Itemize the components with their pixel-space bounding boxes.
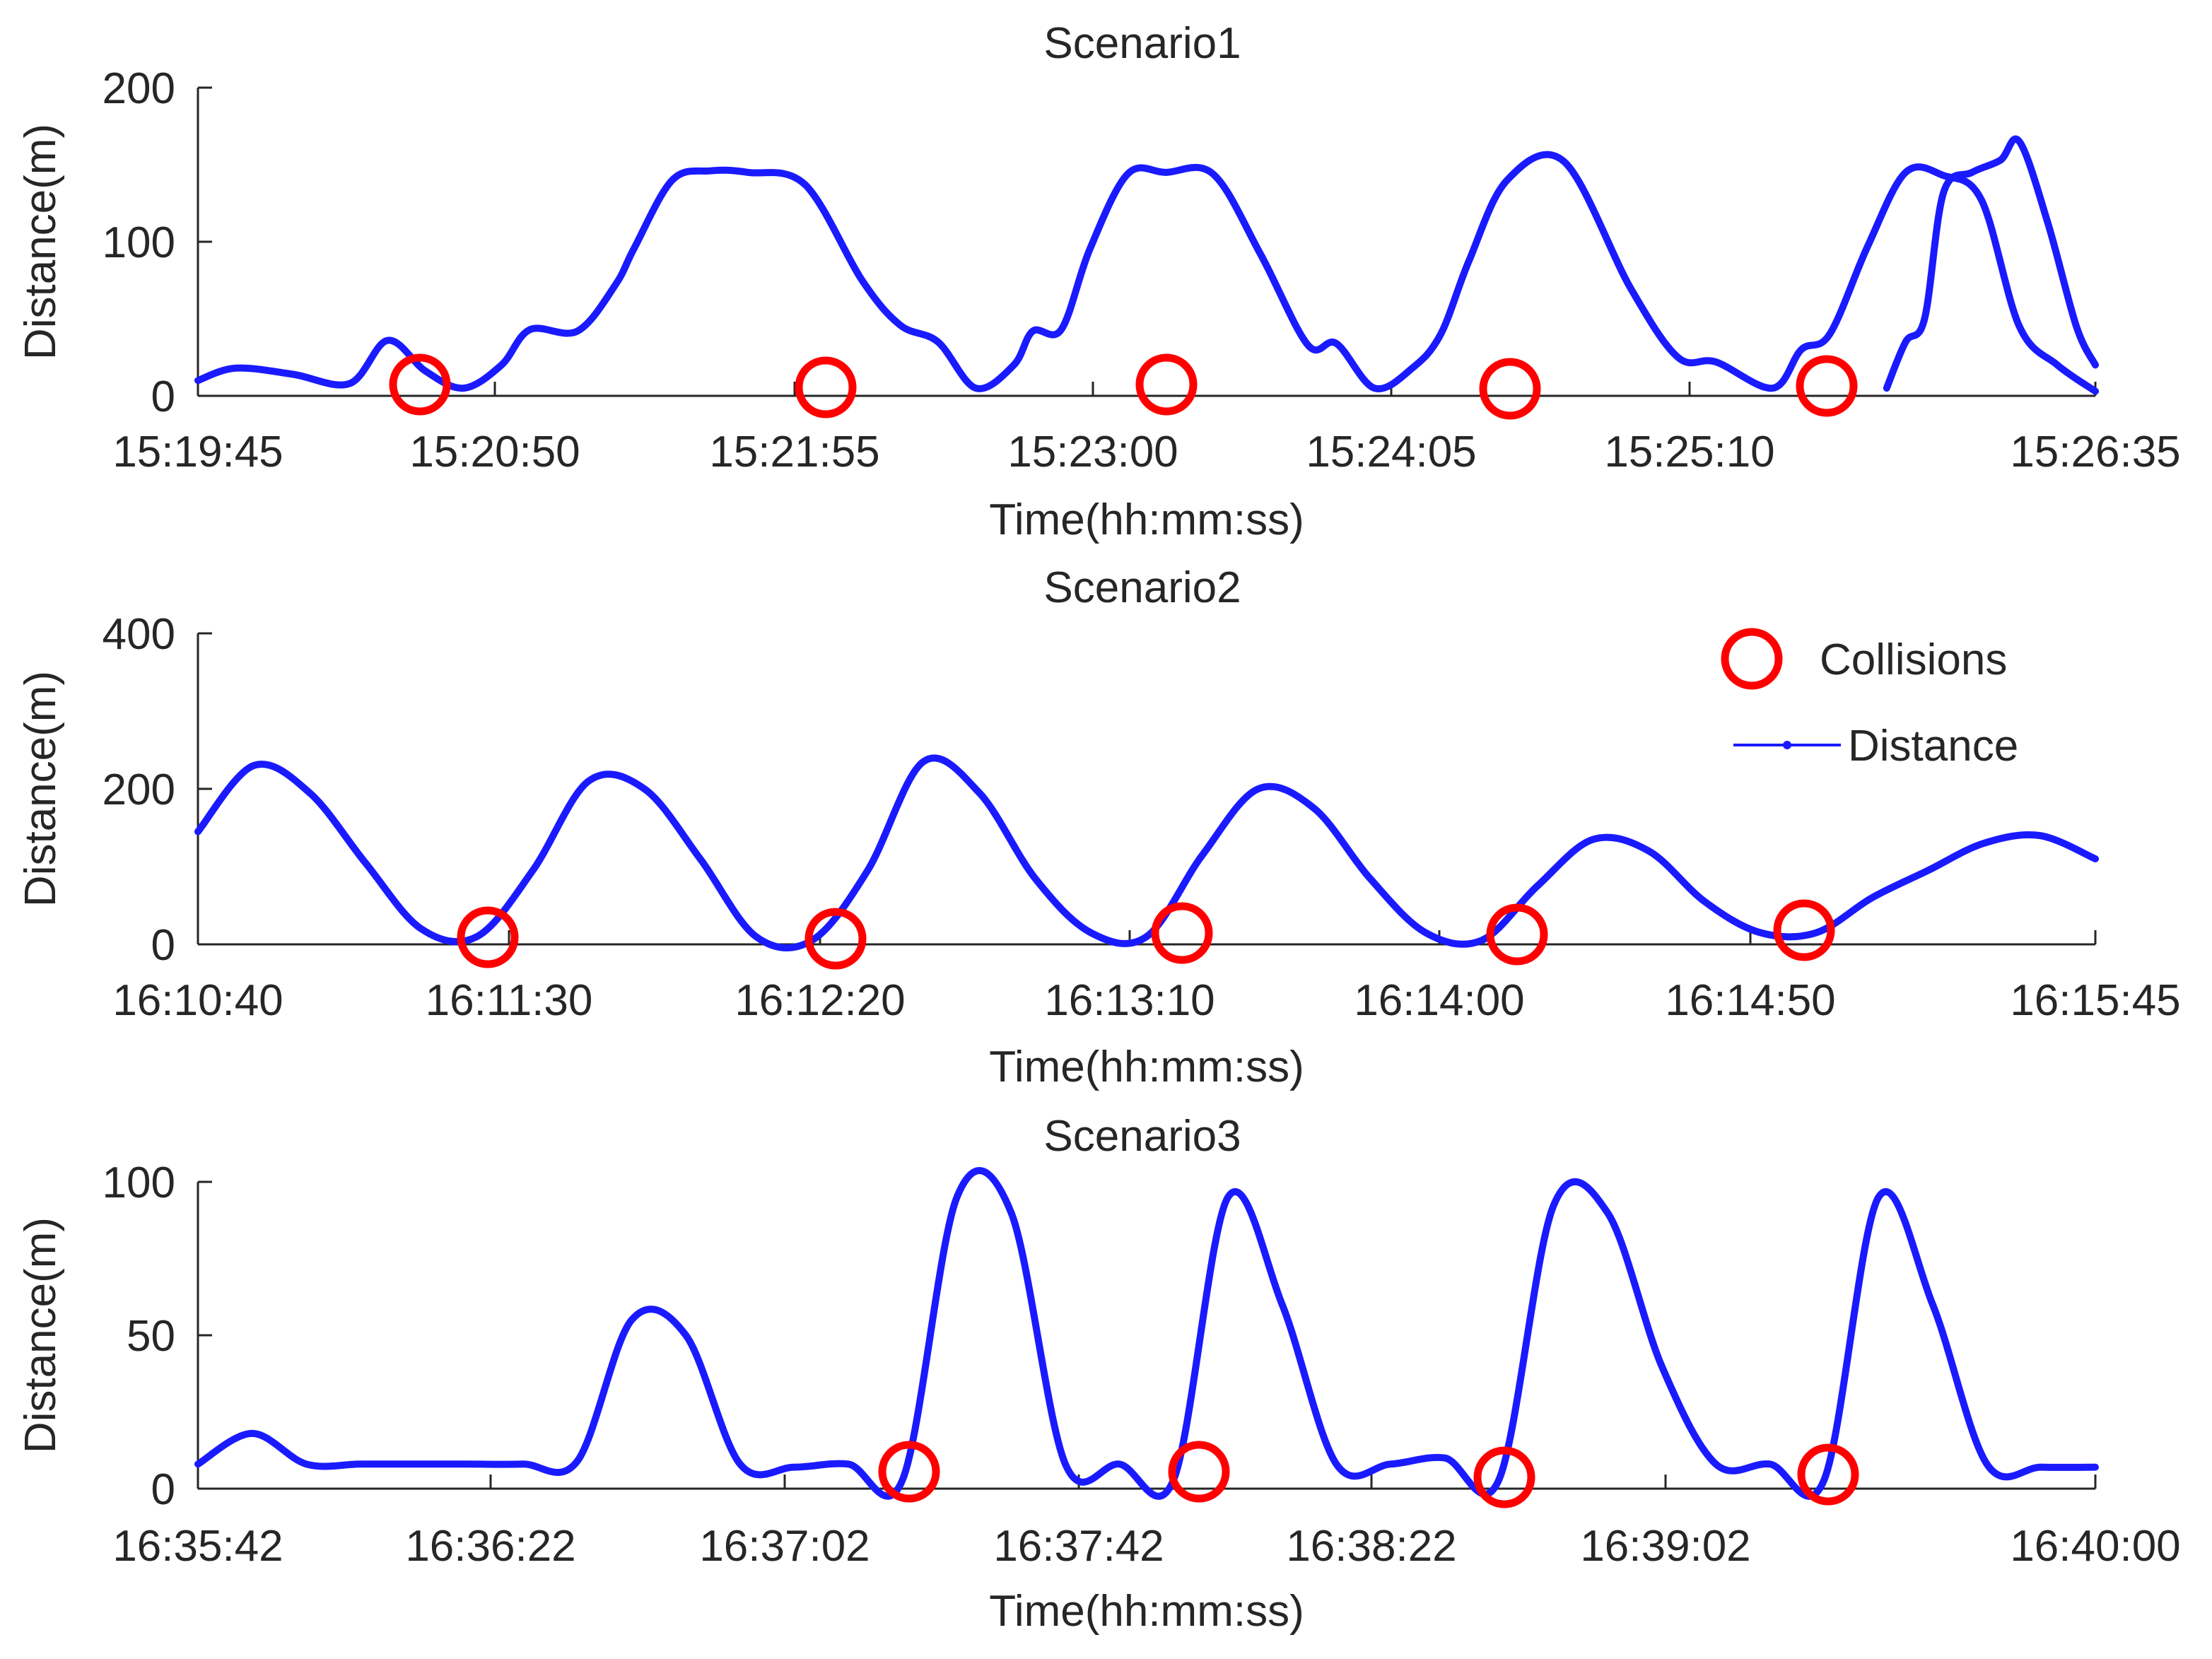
collision-marker	[1151, 902, 1213, 964]
x-tick-label: 16:13:10	[1044, 976, 1215, 1025]
y-tick-label-200: 200	[103, 766, 175, 814]
x-tick-label: 15:20:50	[409, 428, 580, 476]
legend-collisions-marker	[1721, 628, 1783, 690]
x-tick-label: 15:25:10	[1604, 428, 1774, 476]
x-axis-label-scenario3: Time(hh:mm:ss)	[989, 1587, 1304, 1636]
x-tick-label: 15:24:05	[1306, 428, 1476, 476]
y-axis-label-scenario3: Distance(m)	[16, 1217, 65, 1453]
y-tick-label-0: 0	[151, 1465, 175, 1514]
collision-marker	[1168, 1441, 1230, 1503]
chart-title-scenario1: Scenario1	[1043, 19, 1241, 68]
x-tick-label: 16:40:00	[2010, 1522, 2180, 1571]
x-tick-label: 15:26:35	[2010, 428, 2180, 476]
series-line-distance-scenario2	[194, 754, 2099, 951]
x-tick-label: 16:15:45	[2010, 976, 2180, 1025]
legend-label-collisions: Collisions	[1820, 635, 2007, 684]
x-tick-label: 16:10:40	[112, 976, 283, 1025]
chart-title-scenario2: Scenario2	[1043, 563, 1241, 612]
x-tick-label: 16:38:22	[1286, 1522, 1456, 1571]
x-tick-label: 16:39:02	[1580, 1522, 1750, 1571]
x-tick-label: 15:19:45	[112, 428, 283, 476]
legend-label-distance: Distance	[1848, 722, 2018, 770]
collision-marker	[389, 353, 451, 416]
x-tick-label: 16:14:00	[1354, 976, 1524, 1025]
collision-marker	[795, 356, 857, 418]
collision-marker	[1796, 355, 1858, 417]
collision-marker	[1473, 1446, 1535, 1508]
collision-marker	[1773, 899, 1835, 961]
legend: Collisions Distance	[1721, 628, 2018, 770]
x-axis-label-scenario2: Time(hh:mm:ss)	[989, 1043, 1304, 1091]
collision-marker	[1479, 358, 1541, 420]
x-tick-label: 15:21:55	[709, 428, 879, 476]
series-line-distance-scenario3	[194, 1167, 2099, 1500]
x-axis-label-scenario1: Time(hh:mm:ss)	[989, 496, 1304, 544]
collision-marker	[1797, 1443, 1859, 1506]
panel-scenario3: Scenario3 0 50 100 16:35:42 16:36:22 16:…	[16, 1112, 2181, 1636]
x-tick-label: 16:11:30	[426, 976, 593, 1025]
collision-marker	[878, 1441, 940, 1503]
y-axis-label-scenario2: Distance(m)	[16, 671, 65, 907]
legend-distance-marker	[1783, 741, 1791, 749]
collision-marker	[457, 906, 519, 968]
series-line-distance-scenario1-b	[1883, 135, 2099, 392]
y-tick-label-200: 200	[103, 64, 175, 113]
y-tick-label-0: 0	[151, 373, 175, 421]
x-tick-label: 16:37:02	[699, 1522, 870, 1571]
collision-marker	[1135, 353, 1198, 416]
x-tick-label: 16:35:42	[112, 1522, 283, 1571]
x-tick-label: 16:12:20	[735, 976, 905, 1025]
x-tick-label: 16:36:22	[405, 1522, 575, 1571]
x-tick-label: 15:23:00	[1007, 428, 1178, 476]
panel-scenario1: Scenario1 0 100 200 15:19:45 15:20:50 15…	[16, 19, 2181, 544]
x-tick-label: 16:37:42	[993, 1522, 1164, 1571]
y-tick-label-100: 100	[103, 1159, 175, 1207]
y-tick-label-400: 400	[103, 610, 175, 659]
y-tick-label-100: 100	[103, 218, 175, 267]
series-line-distance-scenario1	[194, 151, 2099, 395]
chart-title-scenario3: Scenario3	[1043, 1112, 1241, 1161]
y-tick-label-50: 50	[127, 1312, 175, 1361]
collision-marker	[1486, 903, 1548, 966]
panel-scenario2: Scenario2 0 200 400 16:10:40 16:11:30 16…	[16, 563, 2181, 1091]
collision-marker	[804, 908, 867, 970]
y-tick-label-0: 0	[151, 921, 175, 970]
x-tick-label: 16:14:50	[1665, 976, 1835, 1025]
y-axis-label-scenario1: Distance(m)	[16, 124, 65, 360]
